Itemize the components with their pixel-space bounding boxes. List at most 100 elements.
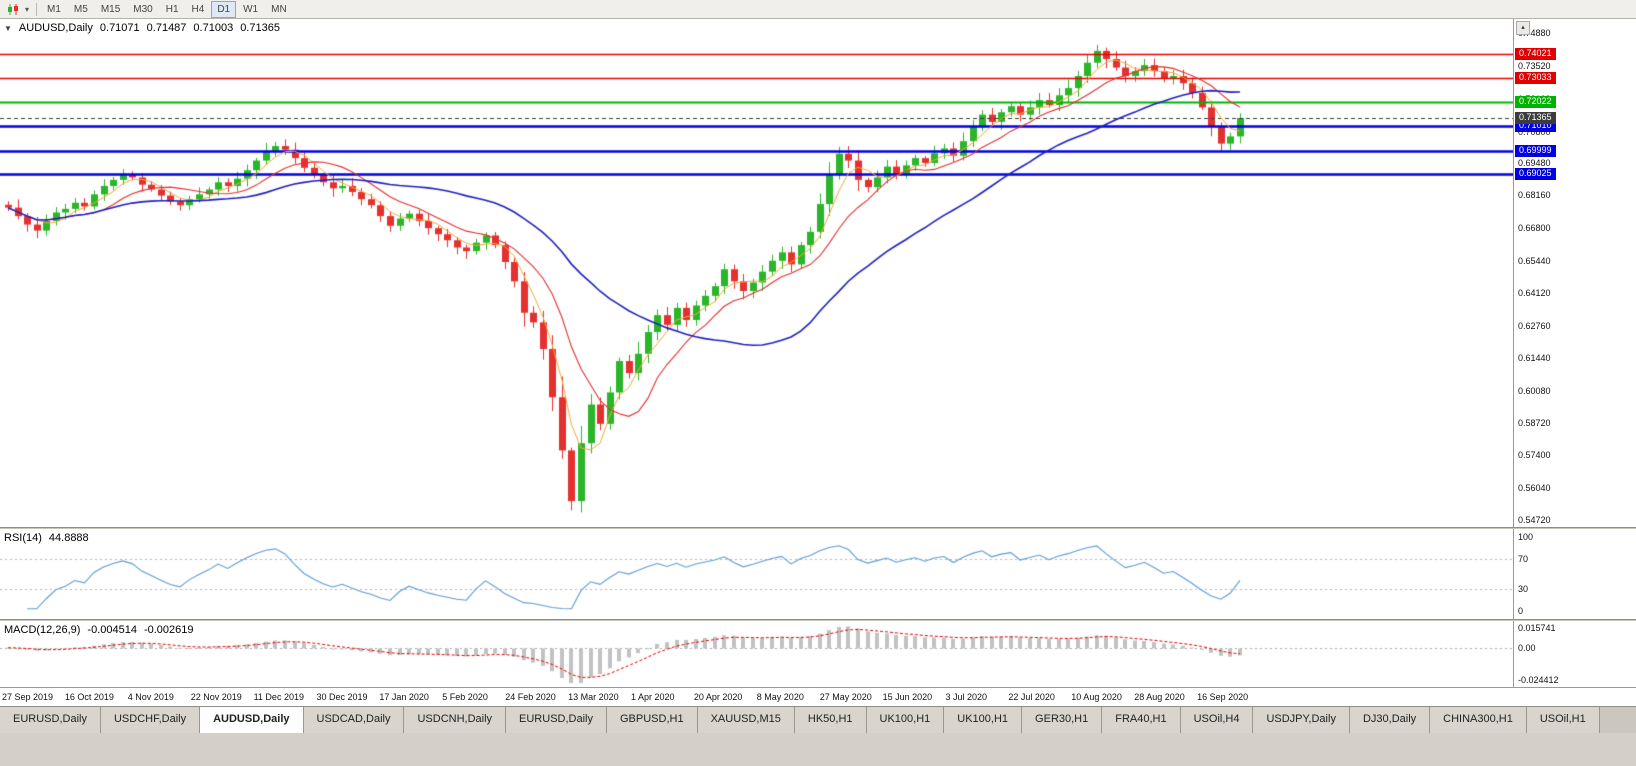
chart-tab-usdcad-daily[interactable]: USDCAD,Daily [303,707,405,733]
price-chart-canvas[interactable] [0,19,1513,527]
ohlc-open: 0.71071 [99,22,140,34]
timeframe-h4[interactable]: H4 [191,3,205,15]
rsi-canvas[interactable] [0,529,1513,619]
chart-tab-audusd-daily[interactable]: AUDUSD,Daily [200,707,304,733]
time-axis-label: 10 Aug 2020 [1071,692,1122,702]
chart-symbol: AUDUSD,Daily [18,22,93,34]
time-axis-label: 22 Jul 2020 [1008,692,1055,702]
dropdown-caret-icon[interactable]: ▾ [24,4,29,14]
time-axis-label: 27 Sep 2019 [2,692,54,702]
chart-marker-icon: ▼ [4,23,12,33]
chart-tab-gbpusd-h1[interactable]: GBPUSD,H1 [607,707,698,733]
timeframe-m30[interactable]: M30 [133,3,153,15]
rsi-axis-label: 100 [1518,532,1534,542]
macd-name: MACD(12,26,9) [4,624,81,636]
level-price-label: 0.69999 [1515,144,1556,157]
chart-tab-uk100-h1[interactable]: UK100,H1 [944,707,1023,733]
scroll-top-button[interactable]: ▴ [1516,21,1530,35]
rsi-title: RSI(14) 44.8888 [4,532,89,544]
time-axis-label: 16 Oct 2019 [64,692,114,702]
chart-tab-usoil-h4[interactable]: USOil,H4 [1180,707,1254,733]
macd-axis-label: 0.00 [1518,642,1536,653]
price-axis[interactable]: ▴ 0.748800.735200.721600.708000.694800.6… [1513,19,1636,527]
candlestick-chart-icon[interactable] [4,2,22,17]
level-price-label: 0.74021 [1515,47,1556,60]
price-axis-label: 0.64120 [1518,287,1551,298]
rsi-axis[interactable]: 100 70 30 0 [1513,529,1636,619]
level-price-label: 0.72022 [1515,96,1556,109]
chart-title: ▼ AUDUSD,Daily 0.71071 0.71487 0.71003 0… [4,22,280,34]
chart-tab-usdjpy-daily[interactable]: USDJPY,Daily [1253,707,1350,733]
time-axis-label: 5 Feb 2020 [442,692,488,702]
chart-tab-hk50-h1[interactable]: HK50,H1 [794,707,867,733]
timeframe-d1[interactable]: D1 [211,0,237,18]
time-axis[interactable]: 27 Sep 2019 16 Oct 2019 4 Nov 2019 22 Nov 2… [0,687,1636,706]
price-axis-label: 0.66800 [1518,223,1551,234]
price-axis-label: 0.73520 [1518,60,1551,71]
time-axis-label: 4 Nov 2019 [127,692,174,702]
time-axis-label: 20 Apr 2020 [693,692,743,702]
rsi-pane: 100 70 30 0 RSI(14) 44.8888 [0,529,1636,619]
macd-canvas[interactable] [0,621,1513,687]
chart-tabbar: EURUSD,Daily USDCHF,Daily AUDUSD,Daily USDC… [0,706,1636,733]
price-axis-label: 0.54720 [1518,514,1551,525]
timeframe-m5[interactable]: M5 [73,3,88,15]
price-axis-label: 0.58720 [1518,418,1551,429]
price-axis-label: 0.57400 [1518,450,1551,461]
price-axis-label: 0.68160 [1518,190,1551,201]
level-price-label: 0.69025 [1515,168,1556,181]
timeframe-buttons: M1 M5 M15 M30 H1 H4 D1 W1 MN [41,0,293,18]
chart-tab-usdcnh-daily[interactable]: USDCNH,Daily [404,707,507,733]
rsi-axis-label: 70 [1518,554,1529,565]
chart-tab-dj30-daily[interactable]: DJ30,Daily [1349,707,1431,733]
chart-tab-eurusd-daily[interactable]: EURUSD,Daily [506,707,607,733]
chart-tab-eurusd-daily[interactable]: EURUSD,Daily [0,707,101,733]
macd-axis-label: 0.015741 [1518,623,1556,633]
time-axis-label: 1 Apr 2020 [631,692,675,702]
chart-tab-usoil-h1[interactable]: USOil,H1 [1526,707,1600,733]
price-axis-label: 0.60080 [1518,385,1551,396]
price-axis-label: 0.62760 [1518,320,1551,331]
timeframe-mn[interactable]: MN [271,3,287,15]
time-axis-label: 8 May 2020 [756,692,804,702]
macd-axis-label: -0.024412 [1518,675,1559,685]
time-axis-label: 30 Dec 2019 [316,692,368,702]
top-toolbar: ▾ M1 M5 M15 M30 H1 H4 D1 W1 MN [0,0,1636,19]
chart-tab-fra40-h1[interactable]: FRA40,H1 [1102,707,1181,733]
toolbar-separator [36,2,37,16]
macd-pane: 0.015741 0.00 -0.024412 MACD(12,26,9) -0.0… [0,621,1636,687]
main-chart-pane: ▴ 0.748800.735200.721600.708000.694800.6… [0,19,1636,527]
chart-tab-china300-h1[interactable]: CHINA300,H1 [1430,707,1527,733]
time-axis-label: 22 Nov 2019 [190,692,242,702]
macd-signal-value: -0.002619 [143,624,194,636]
time-axis-label: 16 Sep 2020 [1197,692,1249,702]
chart-tab-xauusd-m15[interactable]: XAUUSD,M15 [697,707,795,733]
status-bar [0,733,1636,766]
timeframe-m1[interactable]: M1 [47,3,61,15]
price-axis-label: 0.69480 [1518,158,1551,169]
rsi-axis-label: 0 [1518,606,1524,616]
macd-title: MACD(12,26,9) -0.004514 -0.002619 [4,624,194,636]
timeframe-h1[interactable]: H1 [165,3,179,15]
chart-tab-usdchf-daily[interactable]: USDCHF,Daily [100,707,201,733]
ohlc-low: 0.71003 [193,22,234,34]
chart-tab-ger30-h1[interactable]: GER30,H1 [1022,707,1103,733]
level-price-label: 0.73033 [1515,71,1556,84]
time-axis-label: 15 Jun 2020 [882,692,933,702]
macd-axis[interactable]: 0.015741 0.00 -0.024412 [1513,621,1636,687]
bid-price-label: 0.71365 [1515,111,1556,124]
chart-tab-uk100-h1[interactable]: UK100,H1 [866,707,945,733]
pane-splitter-1[interactable] [0,527,1636,529]
time-axis-label: 28 Aug 2020 [1134,692,1185,702]
time-axis-label: 27 May 2020 [819,692,872,702]
ohlc-high: 0.71487 [146,22,187,34]
macd-value: -0.004514 [87,624,137,636]
rsi-value: 44.8888 [48,532,89,544]
time-axis-label: 3 Jul 2020 [945,692,988,702]
price-axis-label: 0.56040 [1518,483,1551,494]
timeframe-m15[interactable]: M15 [100,3,121,15]
timeframe-w1[interactable]: W1 [243,3,259,15]
pane-splitter-2[interactable] [0,619,1636,621]
time-axis-label: 17 Jan 2020 [379,692,429,702]
rsi-axis-label: 30 [1518,583,1529,594]
